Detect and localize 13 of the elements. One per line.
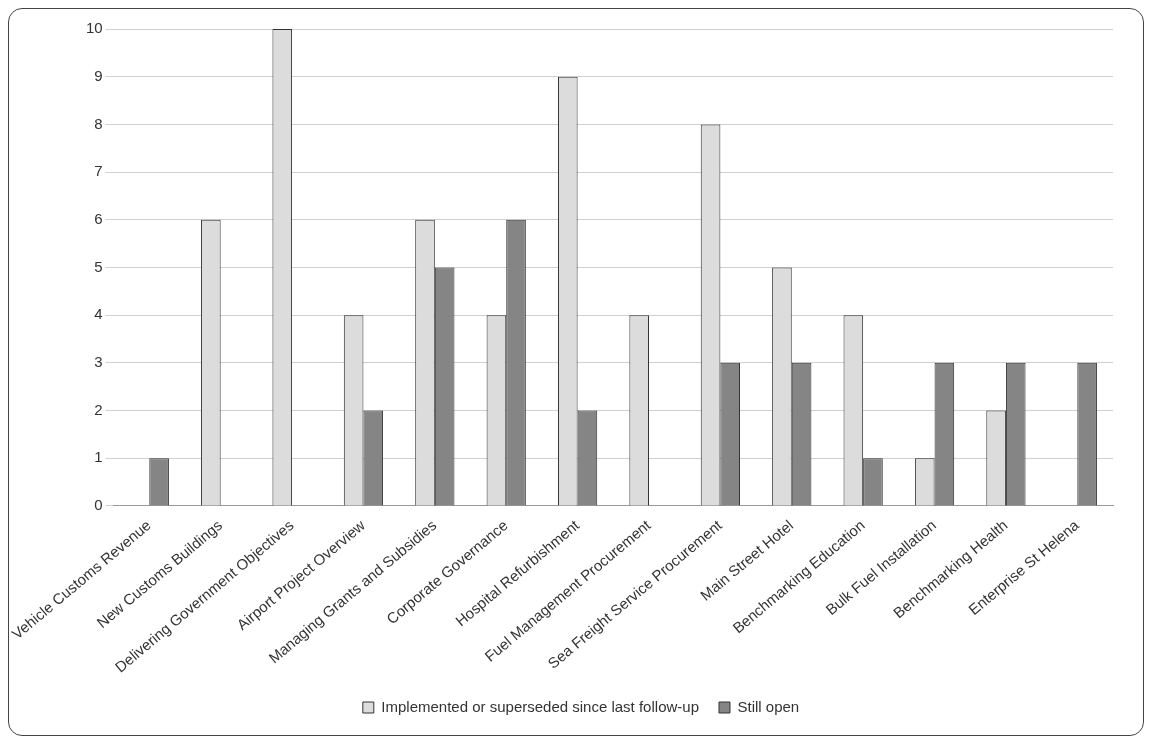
y-tick-label: 5: [94, 257, 103, 275]
y-tick-label: 9: [94, 66, 103, 84]
y-tick-label: 0: [94, 496, 103, 514]
legend-label: Implemented or superseded since last follow-up: [381, 697, 699, 715]
y-tick-label: 6: [94, 209, 103, 227]
y-tick-label: 7: [94, 162, 103, 180]
y-tick-label: 4: [94, 305, 103, 323]
y-tick-label: 10: [85, 19, 103, 37]
y-tick-label: 2: [94, 400, 103, 418]
y-tick-label: 1: [94, 448, 103, 466]
y-tick-label: 8: [94, 114, 103, 132]
legend-label: Still open: [737, 697, 800, 715]
y-tick-label: 3: [94, 352, 103, 370]
